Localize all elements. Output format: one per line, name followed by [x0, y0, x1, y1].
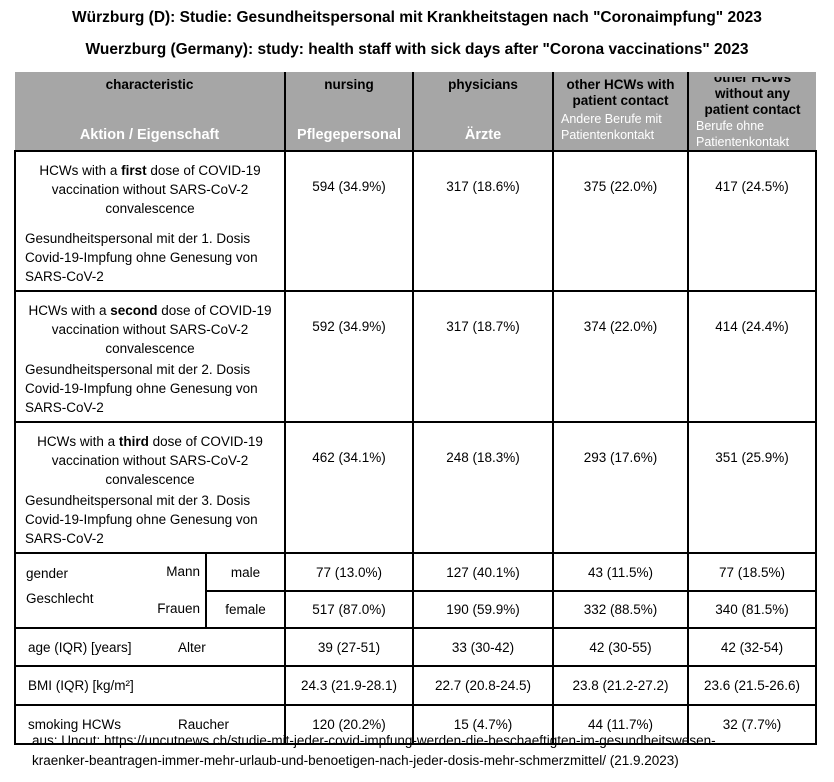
characteristic-first-dose-en: HCWs with a first dose of COVID-19 vacci…: [39, 163, 261, 216]
gender-male-en: male: [204, 552, 287, 592]
header-characteristic-de: Aktion / Eigenschaft: [79, 127, 220, 143]
table-row-first-dose: HCWs with a first dose of COVID-19 vacci…: [13, 150, 818, 292]
study-table: characteristic Aktion / Eigenschaft nurs…: [13, 72, 818, 745]
characteristic-smoking: smoking HCWs Raucher: [13, 704, 287, 745]
table-row-bmi: BMI (IQR) [kg/m²] 24.3 (21.9-28.1) 22.7 …: [13, 665, 818, 706]
header-nursing: nursing Pflegepersonal: [284, 72, 414, 151]
value-cell: 15 (4.7%): [412, 704, 555, 745]
value-cell: 32 (7.7%): [687, 704, 818, 745]
value-cell: 340 (81.5%): [687, 590, 818, 629]
value-cell: 414 (24.4%): [687, 290, 818, 423]
gender-de-labels: Mann Frauen: [157, 561, 203, 621]
value-cell: 332 (88.5%): [552, 590, 690, 629]
value-cell: 375 (22.0%): [552, 150, 690, 292]
value-cell: 42 (32-54): [687, 627, 818, 667]
header-other-with-contact: other HCWs with patient contact Andere B…: [552, 72, 689, 151]
characteristic-bmi: BMI (IQR) [kg/m²]: [13, 665, 287, 706]
value-cell: 417 (24.5%): [687, 150, 818, 292]
header-nursing-de: Pflegepersonal: [297, 127, 401, 143]
characteristic-third-dose-de: Gesundheitspersonal mit der 3. Dosis Cov…: [25, 493, 258, 546]
title-english: Wuerzburg (Germany): study: health staff…: [85, 41, 749, 58]
gender-female-de: Frauen: [157, 600, 200, 616]
header-characteristic-en: characteristic: [105, 77, 194, 92]
value-cell: 44 (11.7%): [552, 704, 690, 745]
header-other-with-de: Andere Berufe mit Patientenkontakt: [561, 112, 662, 142]
value-cell: 190 (59.9%): [412, 590, 555, 629]
bmi-label: BMI (IQR) [kg/m²]: [28, 678, 134, 693]
characteristic-gender: gender Geschlecht Mann Frauen: [14, 552, 207, 629]
age-label-en: age (IQR) [years]: [28, 639, 132, 655]
header-nursing-en: nursing: [324, 77, 374, 92]
table-row-gender-male: gender Geschlecht Mann Frauen male 77 (1…: [14, 552, 818, 629]
header-physicians-en: physicians: [448, 77, 518, 92]
value-cell: 23.8 (21.2-27.2): [552, 665, 690, 706]
value-cell: 462 (34.1%): [284, 421, 415, 554]
characteristic-first-dose-de: Gesundheitspersonal mit der 1. Dosis Cov…: [25, 231, 258, 284]
value-cell: 43 (11.5%): [552, 552, 690, 592]
title-german: Würzburg (D): Studie: Gesundheitspersona…: [72, 9, 762, 26]
value-cell: 33 (30-42): [412, 627, 555, 667]
characteristic-first-dose: HCWs with a first dose of COVID-19 vacci…: [13, 150, 287, 292]
smoking-label-de: Raucher: [178, 717, 230, 732]
source-citation: aus: Uncut: https://uncutnews.ch/studie-…: [32, 731, 716, 771]
value-cell: 77 (18.5%): [687, 552, 818, 592]
header-row: characteristic Aktion / Eigenschaft nurs…: [15, 72, 817, 151]
table-row-second-dose: HCWs with a second dose of COVID-19 vacc…: [13, 290, 818, 423]
gender-labels: gender Geschlecht: [26, 561, 94, 621]
age-label-de: Alter: [178, 639, 206, 655]
characteristic-age: age (IQR) [years] Alter: [13, 627, 287, 667]
value-cell: 39 (27-51): [284, 627, 415, 667]
value-cell: 293 (17.6%): [552, 421, 690, 554]
characteristic-third-dose: HCWs with a third dose of COVID-19 vacci…: [13, 421, 287, 554]
gender-female-en: female: [204, 590, 287, 629]
smoking-label-en: smoking HCWs: [28, 717, 122, 732]
header-other-without-contact: other HCWs without any patient contact B…: [687, 72, 817, 151]
value-cell: 77 (13.0%): [284, 552, 415, 592]
value-cell: 317 (18.6%): [412, 150, 555, 292]
gender-label-de: Geschlecht: [26, 590, 94, 606]
header-other-without-clipped-line: other HCWs: [713, 77, 792, 85]
header-physicians: physicians Ärzte: [412, 72, 554, 151]
value-cell: 22.7 (20.8-24.5): [412, 665, 555, 706]
value-cell: 517 (87.0%): [284, 590, 415, 629]
characteristic-second-dose-de: Gesundheitspersonal mit der 2. Dosis Cov…: [25, 362, 258, 415]
source-citation-line2: kraenker-beantragen-immer-mehr-urlaub-un…: [32, 753, 679, 768]
table-row-age: age (IQR) [years] Alter 39 (27-51) 33 (3…: [13, 627, 818, 667]
table-row-gender-female: female 517 (87.0%) 190 (59.9%) 332 (88.5…: [15, 590, 818, 629]
value-cell: 592 (34.9%): [284, 290, 415, 423]
header-other-without-en: other HCWs without any patient contact: [696, 77, 809, 118]
value-cell: 351 (25.9%): [687, 421, 818, 554]
value-cell: 317 (18.7%): [412, 290, 555, 423]
header-characteristic: characteristic Aktion / Eigenschaft: [15, 72, 286, 151]
table-row-smoking: smoking HCWs Raucher 120 (20.2%) 15 (4.7…: [13, 704, 818, 745]
header-other-without-de: Berufe ohne Patientenkontakt: [696, 119, 790, 149]
header-physicians-de: Ärzte: [464, 127, 502, 143]
value-cell: 120 (20.2%): [284, 704, 415, 745]
value-cell: 374 (22.0%): [552, 290, 690, 423]
value-cell: 23.6 (21.5-26.6): [687, 665, 818, 706]
value-cell: 248 (18.3%): [412, 421, 555, 554]
gender-label-en: gender: [26, 565, 69, 581]
characteristic-third-dose-en: HCWs with a third dose of COVID-19 vacci…: [37, 434, 263, 487]
value-cell: 127 (40.1%): [412, 552, 555, 592]
value-cell: 24.3 (21.9-28.1): [284, 665, 415, 706]
source-citation-line1: aus: Uncut: https://uncutnews.ch/studie-…: [32, 733, 716, 748]
value-cell: 594 (34.9%): [284, 150, 415, 292]
characteristic-second-dose: HCWs with a second dose of COVID-19 vacc…: [13, 290, 287, 423]
gender-male-de: Mann: [166, 563, 200, 579]
value-cell: 42 (30-55): [552, 627, 690, 667]
table-row-third-dose: HCWs with a third dose of COVID-19 vacci…: [13, 421, 818, 554]
header-other-with-en: other HCWs with patient contact: [566, 77, 675, 108]
characteristic-second-dose-en: HCWs with a second dose of COVID-19 vacc…: [28, 303, 272, 356]
